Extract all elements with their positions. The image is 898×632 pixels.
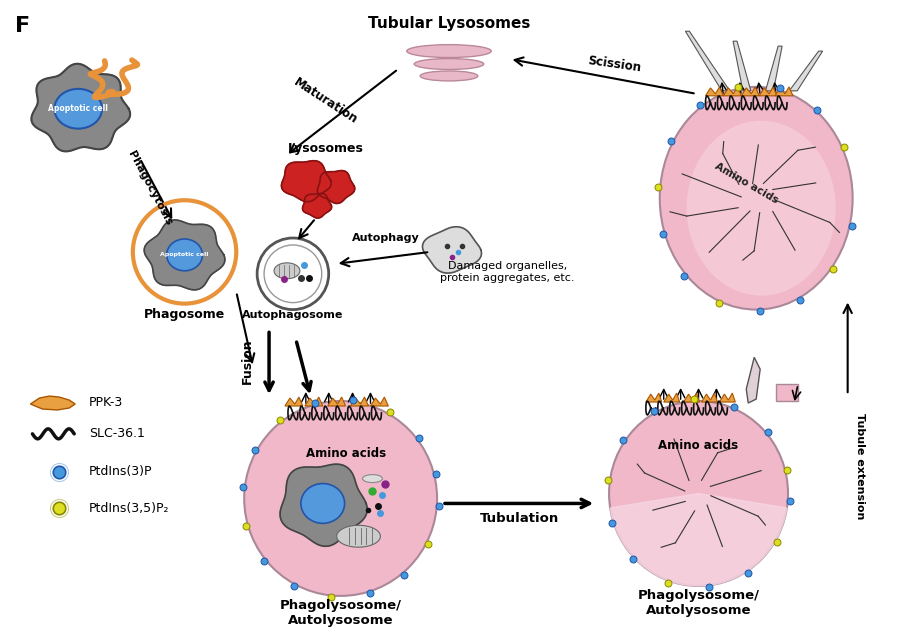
Polygon shape xyxy=(285,397,303,406)
Polygon shape xyxy=(719,393,735,402)
Text: Apoptotic cell: Apoptotic cell xyxy=(161,252,208,257)
Ellipse shape xyxy=(54,89,102,129)
Text: Phagolysosome/
Autolysosome: Phagolysosome/ Autolysosome xyxy=(638,589,760,617)
Text: Tubule extension: Tubule extension xyxy=(855,413,865,520)
Text: Phagosome: Phagosome xyxy=(144,308,225,321)
Text: Fusion: Fusion xyxy=(241,339,253,384)
Polygon shape xyxy=(145,220,224,290)
Polygon shape xyxy=(701,393,718,402)
Polygon shape xyxy=(706,87,724,96)
Circle shape xyxy=(257,238,329,310)
Polygon shape xyxy=(274,263,300,279)
Polygon shape xyxy=(685,31,730,91)
Polygon shape xyxy=(776,384,798,401)
Ellipse shape xyxy=(407,45,491,58)
Text: Amino acids: Amino acids xyxy=(713,161,779,205)
Polygon shape xyxy=(350,397,368,406)
Text: Tubular Lysosomes: Tubular Lysosomes xyxy=(368,16,530,31)
Text: Autophagosome: Autophagosome xyxy=(242,310,344,320)
Polygon shape xyxy=(724,87,741,96)
Ellipse shape xyxy=(167,239,202,270)
Polygon shape xyxy=(746,357,761,403)
Polygon shape xyxy=(31,396,75,410)
Ellipse shape xyxy=(363,475,383,483)
Polygon shape xyxy=(759,87,777,96)
Polygon shape xyxy=(610,494,787,586)
Text: Amino acids: Amino acids xyxy=(658,439,738,453)
Polygon shape xyxy=(422,227,481,273)
Polygon shape xyxy=(775,87,793,96)
Text: Damaged organelles,
protein aggregates, etc.: Damaged organelles, protein aggregates, … xyxy=(440,261,575,283)
Polygon shape xyxy=(281,161,331,202)
Polygon shape xyxy=(371,397,388,406)
Polygon shape xyxy=(664,393,680,402)
Polygon shape xyxy=(303,193,331,218)
Polygon shape xyxy=(765,46,782,91)
Ellipse shape xyxy=(687,121,836,296)
Text: SLC-36.1: SLC-36.1 xyxy=(89,427,145,441)
Ellipse shape xyxy=(609,401,788,586)
Text: Scission: Scission xyxy=(586,54,641,74)
Ellipse shape xyxy=(420,71,478,81)
Text: Amino acids: Amino acids xyxy=(305,447,385,460)
Text: Phagocytosis: Phagocytosis xyxy=(126,149,173,227)
Text: Autophagy: Autophagy xyxy=(351,233,419,243)
Text: PtdIns(3)P: PtdIns(3)P xyxy=(89,465,153,478)
Text: PPK-3: PPK-3 xyxy=(89,396,123,408)
Polygon shape xyxy=(741,87,759,96)
Ellipse shape xyxy=(660,87,852,310)
Ellipse shape xyxy=(301,483,345,523)
Text: Lysosomes: Lysosomes xyxy=(287,142,364,155)
Polygon shape xyxy=(337,525,381,547)
Text: F: F xyxy=(14,16,30,36)
Polygon shape xyxy=(31,64,130,152)
Text: Maturation: Maturation xyxy=(291,75,360,126)
Polygon shape xyxy=(304,397,322,406)
Polygon shape xyxy=(733,41,751,91)
Text: Apoptotic cell: Apoptotic cell xyxy=(48,104,108,113)
Polygon shape xyxy=(683,393,700,402)
Text: Phagolysosome/
Autolysosome: Phagolysosome/ Autolysosome xyxy=(279,599,401,627)
Polygon shape xyxy=(789,51,823,91)
Ellipse shape xyxy=(244,401,437,596)
Circle shape xyxy=(264,245,321,303)
Text: PtdIns(3,5)P₂: PtdIns(3,5)P₂ xyxy=(89,502,170,515)
Polygon shape xyxy=(317,171,355,204)
Polygon shape xyxy=(646,393,662,402)
Polygon shape xyxy=(328,397,346,406)
Polygon shape xyxy=(280,464,367,546)
Ellipse shape xyxy=(414,59,484,70)
Text: Tubulation: Tubulation xyxy=(480,512,559,525)
